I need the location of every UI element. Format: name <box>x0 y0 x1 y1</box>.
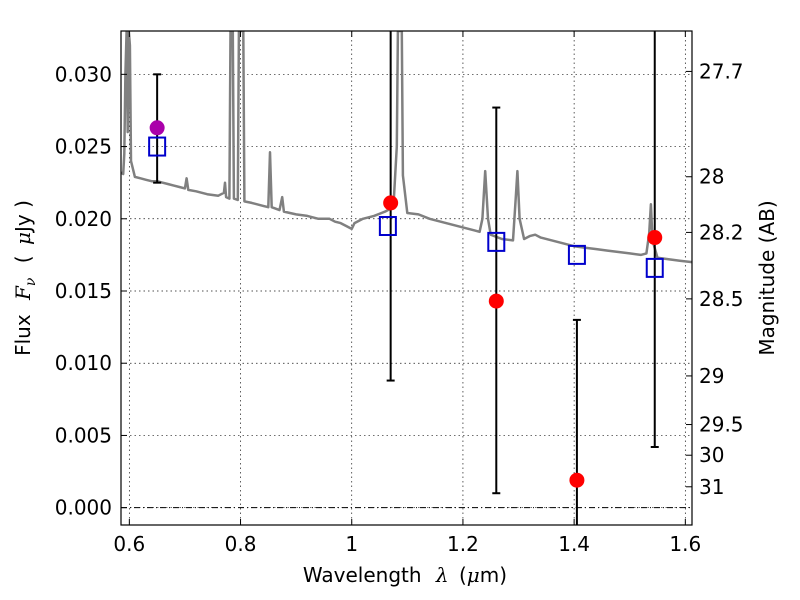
y-axis-label: Flux Fν ( μJy ) <box>11 200 40 356</box>
model-photometry-points <box>148 136 664 278</box>
y2-tick-label: 28 <box>699 165 724 189</box>
x-axis-ticks: 0.6 0.8 1 1.2 1.4 1.6 <box>113 31 701 556</box>
y-tick-label: 0.015 <box>55 279 112 303</box>
model-photometry-square <box>567 244 586 265</box>
y2-axis-ticks: 27.7 28 28.2 28.5 29 29.5 30 31 <box>686 59 744 499</box>
observed-point <box>647 230 663 246</box>
y2-tick-label: 27.7 <box>699 59 744 83</box>
y2-tick-label: 31 <box>699 475 724 499</box>
model-photometry-square <box>378 216 397 236</box>
model-spectrum-line <box>121 31 692 264</box>
x-tick-label: 1 <box>345 532 358 556</box>
y2-tick-label: 29 <box>699 364 724 388</box>
observed-optical-point <box>149 120 165 136</box>
x-tick-label: 0.6 <box>113 532 145 556</box>
model-photometry-square <box>645 257 664 278</box>
y-tick-label: 0.010 <box>55 351 112 375</box>
x-tick-label: 1.4 <box>558 532 590 556</box>
x-axis-label: Wavelength λ (μm) <box>303 563 507 587</box>
y2-tick-label: 29.5 <box>699 413 744 437</box>
y-tick-label: 0.000 <box>55 496 112 520</box>
y2-tick-label: 28.5 <box>699 287 744 311</box>
y-tick-label: 0.030 <box>55 62 112 86</box>
y-tick-label: 0.020 <box>55 207 112 231</box>
grid-lines <box>121 31 692 525</box>
y2-tick-label: 30 <box>699 443 724 467</box>
observed-point <box>383 195 399 211</box>
plot-area <box>121 31 692 525</box>
y-tick-label: 0.025 <box>55 135 112 159</box>
y2-axis-label: Magnitude (AB) <box>755 200 779 355</box>
x-tick-label: 0.8 <box>225 532 257 556</box>
x-tick-label: 1.2 <box>447 532 479 556</box>
y-tick-label: 0.005 <box>55 423 112 447</box>
plot-frame <box>120 30 693 526</box>
observed-point <box>569 472 585 488</box>
model-photometry-square <box>148 136 167 157</box>
observed-point <box>488 293 504 309</box>
model-photometry-square <box>487 231 506 252</box>
observed-photometry-points <box>149 120 663 488</box>
y-axis-ticks: 0.000 0.005 0.010 0.015 0.020 0.025 0.030 <box>55 62 127 520</box>
x-tick-label: 1.6 <box>669 532 701 556</box>
y2-tick-label: 28.2 <box>699 220 744 244</box>
